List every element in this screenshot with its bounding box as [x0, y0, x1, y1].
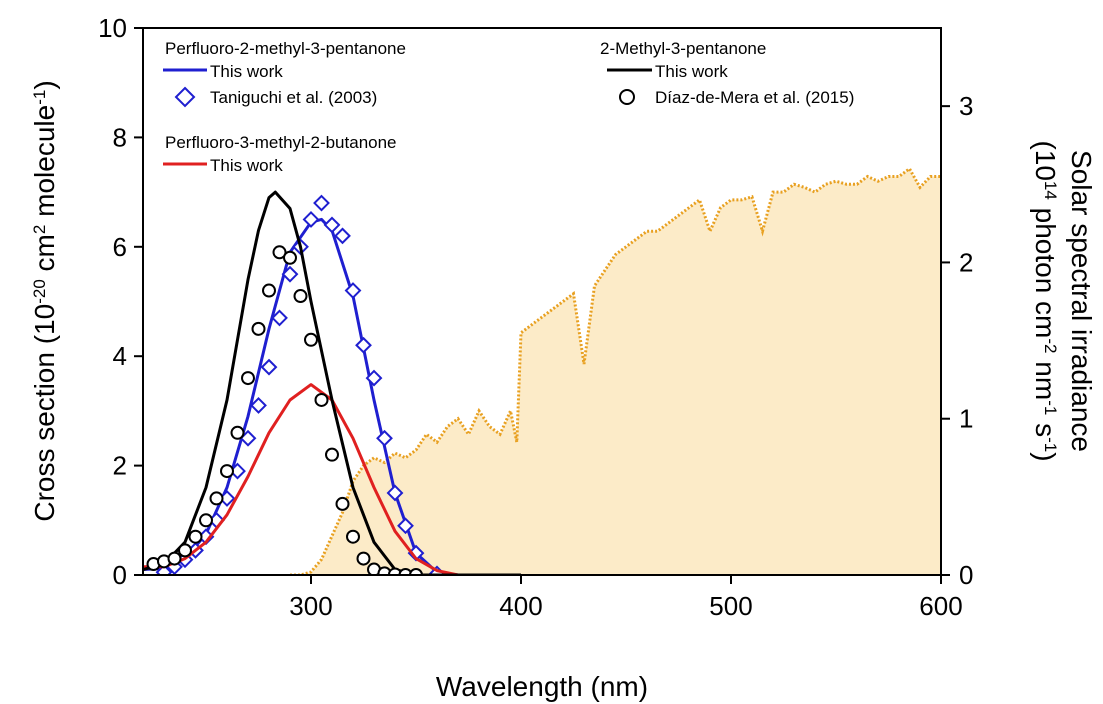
solar-irradiance-line: [290, 166, 941, 575]
legend-group2-title: Perfluoro-3-methyl-2-butanone: [165, 133, 397, 152]
series-line-red: [143, 383, 459, 575]
x-axis-title: Wavelength (nm): [436, 671, 648, 702]
y-left-tick-label: 6: [113, 232, 127, 262]
legend-circle-marker-icon: [619, 89, 635, 105]
data-point-circle: [293, 289, 308, 304]
y-right-tick-label: 1: [959, 404, 973, 434]
y-left-tick-label: 0: [113, 560, 127, 590]
data-point-circle: [262, 283, 276, 298]
data-point-circle: [346, 529, 360, 544]
data-point-circle: [356, 551, 371, 566]
data-point-circle: [398, 568, 413, 575]
data-point-circle: [335, 496, 350, 511]
y-left-tick-label: 2: [113, 451, 127, 481]
data-point-circle: [209, 491, 224, 506]
data-point-circle: [188, 529, 203, 544]
data-point-diamond: [323, 216, 341, 234]
x-axis: 300 400 500 600: [289, 575, 963, 621]
y-left-tick-label: 10: [98, 13, 127, 43]
x-tick-label: 300: [289, 591, 332, 621]
y-axis-left: 0 2 4 6 8 10: [98, 13, 143, 590]
data-point-circle: [314, 392, 329, 407]
y-axis-right: 0 1 2 3: [941, 91, 973, 590]
data-point-diamond: [397, 517, 414, 535]
x-tick-label: 400: [499, 591, 542, 621]
legend-group3-marker-label: Díaz-de-Mera et al. (2015): [655, 88, 854, 107]
data-point-circle: [199, 513, 213, 528]
data-point-diamond: [260, 358, 278, 376]
legend: Perfluoro-2-methyl-3-pentanone This work…: [163, 39, 854, 175]
y-right-tick-label: 2: [959, 247, 973, 277]
plot-frame: [142, 27, 942, 576]
legend-group1-marker-label: Taniguchi et al. (2003): [210, 88, 377, 107]
legend-diamond-marker-icon: [174, 86, 196, 108]
legend-group2-line-label: This work: [210, 156, 283, 175]
legend-group3-title: 2-Methyl-3-pentanone: [600, 39, 766, 58]
data-point-diamond: [365, 369, 383, 387]
x-tick-label: 500: [709, 591, 752, 621]
data-point-circle: [409, 568, 423, 575]
legend-group1-line-label: This work: [210, 62, 283, 81]
data-point-diamond: [344, 282, 362, 299]
data-point-circle: [251, 321, 266, 336]
solar-irradiance-layer: [290, 166, 941, 575]
legend-group3-line-label: This work: [655, 62, 728, 81]
x-tick-label: 600: [919, 591, 962, 621]
data-point-diamond: [355, 336, 372, 354]
data-point-circle: [178, 543, 192, 558]
y-left-tick-label: 8: [113, 122, 127, 152]
cross-section-series-layer: [143, 190, 521, 575]
data-point-circle: [304, 332, 318, 347]
data-point-diamond: [376, 429, 393, 447]
legend-group1-title: Perfluoro-2-methyl-3-pentanone: [165, 39, 406, 58]
data-point-diamond: [250, 397, 267, 414]
data-point-diamond: [302, 211, 320, 228]
data-point-diamond: [155, 563, 173, 575]
series-line-black: [143, 190, 521, 575]
y-axis-left-title: Cross section (10-20 cm2 molecule-1): [29, 80, 60, 521]
data-point-circle: [230, 425, 245, 440]
data-point-diamond: [271, 309, 288, 327]
y-axis-right-title-line2: (1014 photon cm-2 nm-1 s-1): [1030, 140, 1061, 461]
data-point-circle: [220, 464, 234, 479]
data-point-circle: [283, 250, 297, 265]
data-point-circle: [241, 371, 255, 386]
y-right-tick-label: 0: [959, 560, 973, 590]
y-left-tick-label: 4: [113, 341, 127, 371]
y-right-tick-label: 3: [959, 91, 973, 121]
y-axis-right-title-line1: Solar spectral irradiance: [1066, 150, 1097, 452]
data-point-diamond: [334, 227, 351, 245]
data-point-diamond: [313, 194, 330, 212]
data-point-circle: [272, 245, 287, 260]
data-point-circle: [167, 551, 182, 566]
data-point-diamond: [281, 265, 299, 283]
data-point-circle: [325, 447, 339, 462]
solar-irradiance-area: [290, 168, 941, 575]
data-point-diamond: [386, 484, 404, 502]
